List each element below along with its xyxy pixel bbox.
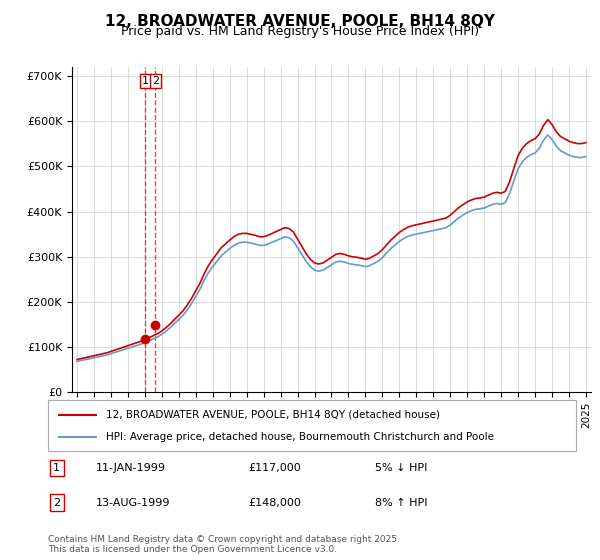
Text: 5% ↓ HPI: 5% ↓ HPI bbox=[376, 463, 428, 473]
Text: 8% ↑ HPI: 8% ↑ HPI bbox=[376, 498, 428, 508]
Text: £148,000: £148,000 bbox=[248, 498, 302, 508]
Text: 13-AUG-1999: 13-AUG-1999 bbox=[95, 498, 170, 508]
Text: Contains HM Land Registry data © Crown copyright and database right 2025.
This d: Contains HM Land Registry data © Crown c… bbox=[48, 535, 400, 554]
Text: £117,000: £117,000 bbox=[248, 463, 301, 473]
Text: 12, BROADWATER AVENUE, POOLE, BH14 8QY (detached house): 12, BROADWATER AVENUE, POOLE, BH14 8QY (… bbox=[106, 409, 440, 419]
Text: 2: 2 bbox=[53, 498, 61, 508]
Text: HPI: Average price, detached house, Bournemouth Christchurch and Poole: HPI: Average price, detached house, Bour… bbox=[106, 432, 494, 442]
Text: Price paid vs. HM Land Registry's House Price Index (HPI): Price paid vs. HM Land Registry's House … bbox=[121, 25, 479, 38]
Text: 1: 1 bbox=[53, 463, 60, 473]
FancyBboxPatch shape bbox=[48, 400, 576, 451]
Text: 11-JAN-1999: 11-JAN-1999 bbox=[95, 463, 166, 473]
Text: 12, BROADWATER AVENUE, POOLE, BH14 8QY: 12, BROADWATER AVENUE, POOLE, BH14 8QY bbox=[105, 14, 495, 29]
Text: 2: 2 bbox=[152, 76, 159, 86]
Text: 1: 1 bbox=[142, 76, 149, 86]
